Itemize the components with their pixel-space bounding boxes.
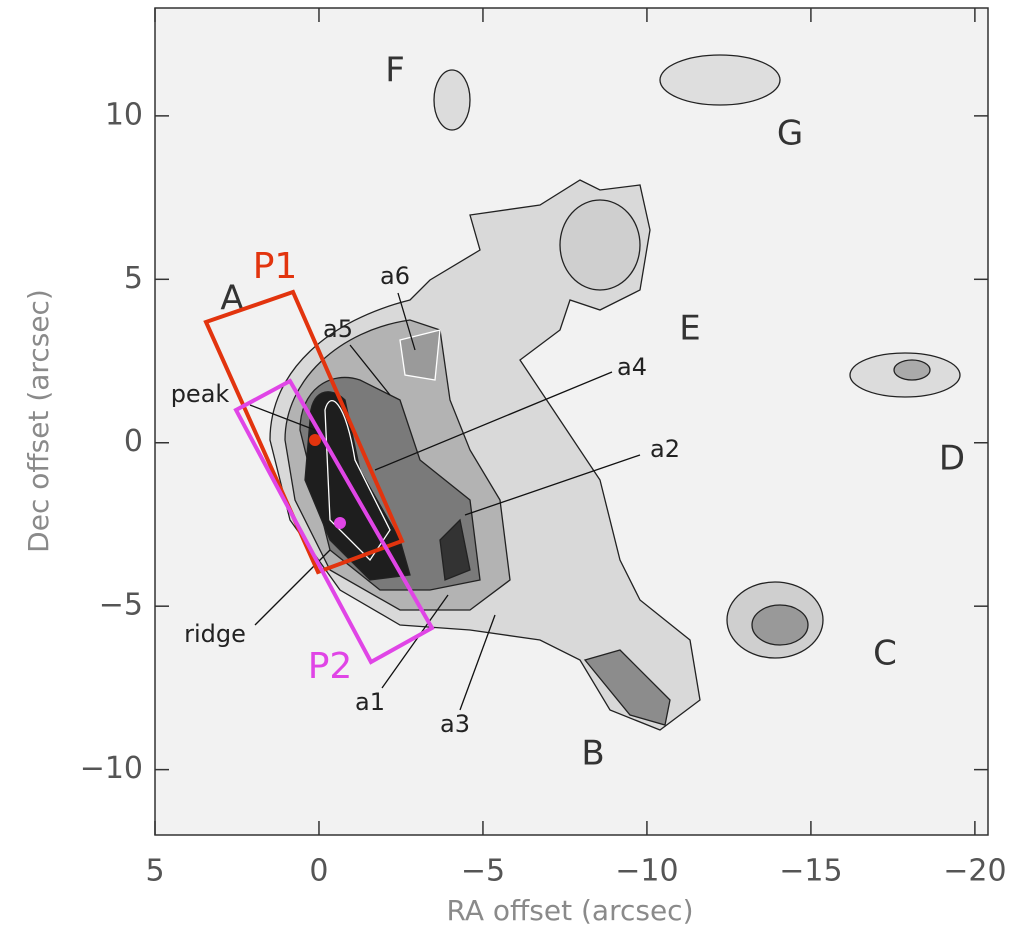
y-tick-label: 0 xyxy=(124,424,143,459)
position-dot xyxy=(309,434,321,446)
annotation: a4 xyxy=(617,353,647,381)
slit-box xyxy=(233,378,435,665)
plot-frame xyxy=(154,7,989,836)
annotation: a1 xyxy=(355,688,385,716)
emission-map xyxy=(269,54,961,731)
box-label: P1 xyxy=(253,246,298,287)
annotation: G xyxy=(777,114,803,154)
annotation: B xyxy=(581,734,604,774)
position-dot xyxy=(334,517,346,529)
annotation: ridge xyxy=(184,620,246,648)
x-tick-label: 0 xyxy=(309,854,328,889)
annotation: a5 xyxy=(323,315,353,343)
annotation: A xyxy=(220,279,243,319)
x-tick-label: −5 xyxy=(461,854,505,889)
y-tick-label: 10 xyxy=(105,97,143,132)
x-tick-label: −20 xyxy=(943,854,1006,889)
x-tick-label: −10 xyxy=(615,854,678,889)
annotation: F xyxy=(385,51,405,91)
box-label: P2 xyxy=(308,646,353,687)
x-axis-title: RA offset (arcsec) xyxy=(447,894,694,927)
y-axis-title: Dec offset (arcsec) xyxy=(22,289,55,553)
annotation: E xyxy=(679,309,700,349)
annotation: peak xyxy=(171,380,230,408)
slit-box xyxy=(203,289,405,575)
annotation: D xyxy=(939,439,965,479)
y-tick-label: 5 xyxy=(124,261,143,296)
y-tick-label: −5 xyxy=(99,588,143,623)
annotation: a6 xyxy=(380,262,410,290)
y-tick-label: −10 xyxy=(80,751,143,786)
x-tick-label: −15 xyxy=(779,854,842,889)
annotation: a3 xyxy=(440,710,470,738)
x-tick-label: 5 xyxy=(145,854,164,889)
annotation: C xyxy=(873,634,897,674)
annotation: a2 xyxy=(650,435,680,463)
